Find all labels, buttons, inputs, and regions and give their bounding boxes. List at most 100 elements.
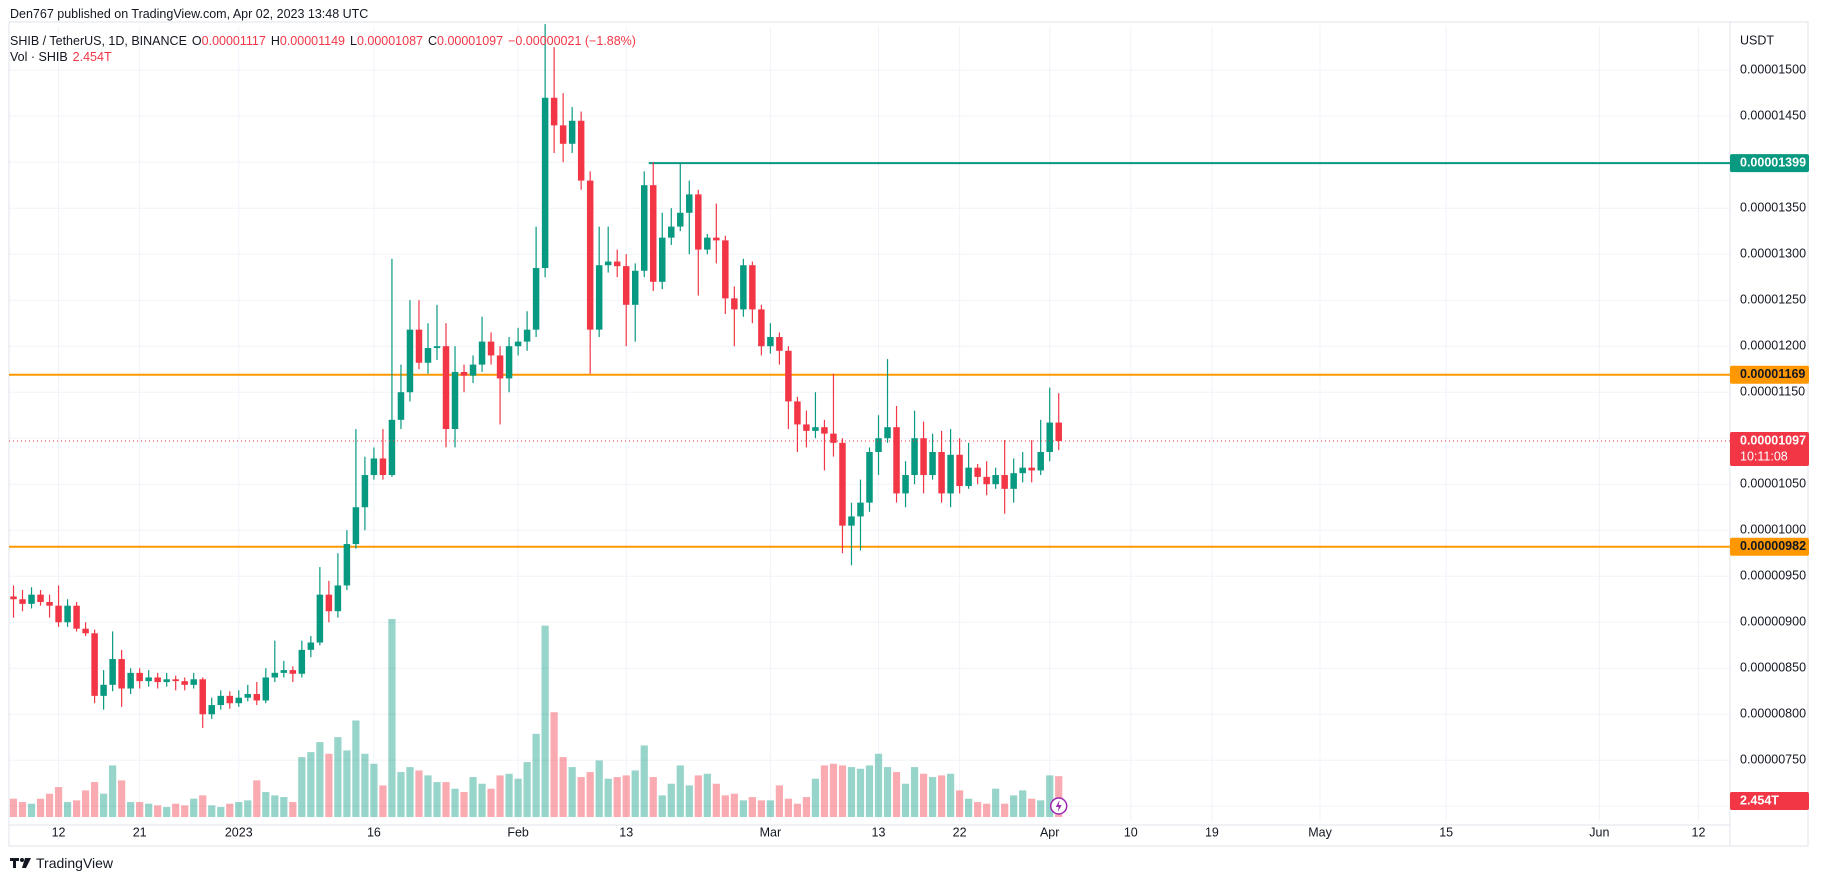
candle-body bbox=[893, 427, 900, 494]
volume-bar bbox=[946, 773, 955, 817]
candle-body bbox=[568, 120, 576, 144]
volume-bar bbox=[667, 783, 675, 817]
volume-bar bbox=[1046, 775, 1054, 817]
volume-bar bbox=[100, 793, 108, 817]
candle-body bbox=[659, 237, 666, 282]
volume-bar bbox=[703, 773, 711, 817]
x-tick-label: 13 bbox=[872, 825, 886, 839]
candle-body bbox=[731, 298, 738, 310]
candle-body bbox=[640, 185, 648, 271]
x-tick-label: 13 bbox=[619, 825, 633, 839]
candle-body bbox=[911, 438, 918, 476]
volume-bar bbox=[343, 750, 351, 817]
candle-body bbox=[803, 424, 810, 431]
y-tick-label: 0.00001350 bbox=[1740, 200, 1806, 214]
candle-body bbox=[650, 185, 657, 282]
candle-body bbox=[983, 476, 990, 485]
volume-bar bbox=[856, 768, 865, 817]
symbol: SHIB / TetherUS, 1D, BINANCE bbox=[10, 34, 187, 48]
volume-bar bbox=[1055, 776, 1063, 817]
volume-badge bbox=[1730, 792, 1809, 810]
x-tick-label: 21 bbox=[133, 825, 147, 839]
candle-body bbox=[812, 427, 819, 431]
candle-body bbox=[469, 364, 477, 376]
candle-body bbox=[298, 649, 306, 674]
level-badge bbox=[1730, 537, 1809, 556]
level-badge-label: 0.00001169 bbox=[1740, 367, 1805, 381]
volume-bar bbox=[54, 787, 63, 817]
field-value: 0.00001087 bbox=[356, 34, 423, 48]
candle-body bbox=[46, 602, 53, 606]
volume-bar bbox=[992, 788, 1000, 817]
volume-bar bbox=[415, 770, 423, 817]
volume-bar bbox=[937, 775, 946, 817]
volume-bar bbox=[244, 800, 252, 817]
candle-body bbox=[749, 265, 756, 310]
volume-bar bbox=[1001, 803, 1009, 817]
y-tick-label: 0.00000900 bbox=[1740, 615, 1806, 629]
countdown: 10:11:08 bbox=[1740, 449, 1788, 463]
candle-body bbox=[37, 594, 44, 603]
y-tick-label: 0.00001300 bbox=[1740, 246, 1806, 260]
volume-bar bbox=[361, 753, 369, 817]
volume-bar bbox=[460, 792, 468, 817]
candle-body bbox=[172, 679, 179, 682]
volume-bar bbox=[874, 753, 883, 817]
candle-body bbox=[289, 670, 297, 674]
volume-bar bbox=[181, 805, 189, 817]
candle-body bbox=[262, 677, 270, 701]
volume-bar bbox=[928, 777, 937, 817]
volume-bar bbox=[262, 792, 270, 817]
candle-body bbox=[19, 599, 26, 604]
candle-body bbox=[974, 467, 981, 477]
volume-bar bbox=[910, 767, 919, 817]
change: −0.00000021 (−1.88%) bbox=[508, 34, 636, 48]
volume-bar bbox=[676, 765, 684, 817]
candle-body bbox=[190, 679, 197, 685]
candle-body bbox=[1028, 467, 1035, 471]
candle-body bbox=[713, 237, 720, 241]
volume-bar bbox=[1010, 795, 1018, 817]
volume-bar bbox=[487, 788, 495, 817]
volume-bar bbox=[379, 785, 387, 817]
volume-bar bbox=[271, 795, 279, 817]
candle-body bbox=[136, 672, 143, 682]
volume-bar bbox=[127, 802, 135, 817]
y-tick-label: 0.00000750 bbox=[1740, 753, 1806, 767]
candle-body bbox=[316, 594, 324, 643]
candle-body bbox=[388, 419, 396, 476]
candle-body bbox=[55, 605, 62, 623]
volume-bar bbox=[478, 783, 486, 817]
volume-bar bbox=[1028, 798, 1036, 817]
candle-body bbox=[532, 267, 540, 330]
candle-body bbox=[631, 270, 639, 305]
volume-bar bbox=[793, 803, 802, 817]
volume-bar bbox=[109, 765, 117, 817]
volume-bar bbox=[451, 788, 459, 817]
level-badge bbox=[1730, 365, 1809, 384]
volume-bar bbox=[965, 798, 973, 817]
candle-body bbox=[325, 594, 333, 612]
candle-body bbox=[577, 120, 585, 181]
x-tick-label: 12 bbox=[52, 825, 66, 839]
candle-body bbox=[154, 677, 161, 683]
volume-bar bbox=[208, 805, 216, 817]
volume-bar bbox=[18, 802, 27, 817]
event-icon-bolt bbox=[1055, 800, 1062, 812]
candle-body bbox=[821, 427, 828, 434]
x-tick-label: 22 bbox=[953, 825, 967, 839]
candle-body bbox=[559, 125, 567, 144]
volume-bar bbox=[397, 772, 405, 817]
volume-bar bbox=[532, 733, 540, 817]
candle-body bbox=[352, 507, 360, 545]
volume-bar bbox=[316, 742, 324, 817]
y-tick-label: 0.00001200 bbox=[1740, 339, 1806, 353]
volume-bar bbox=[883, 767, 892, 817]
volume-bar bbox=[352, 720, 360, 817]
candle-body bbox=[109, 659, 116, 685]
volume-bar bbox=[757, 800, 765, 817]
volume-bar bbox=[685, 785, 693, 817]
candle-body bbox=[668, 226, 675, 238]
candle-body bbox=[415, 329, 423, 363]
